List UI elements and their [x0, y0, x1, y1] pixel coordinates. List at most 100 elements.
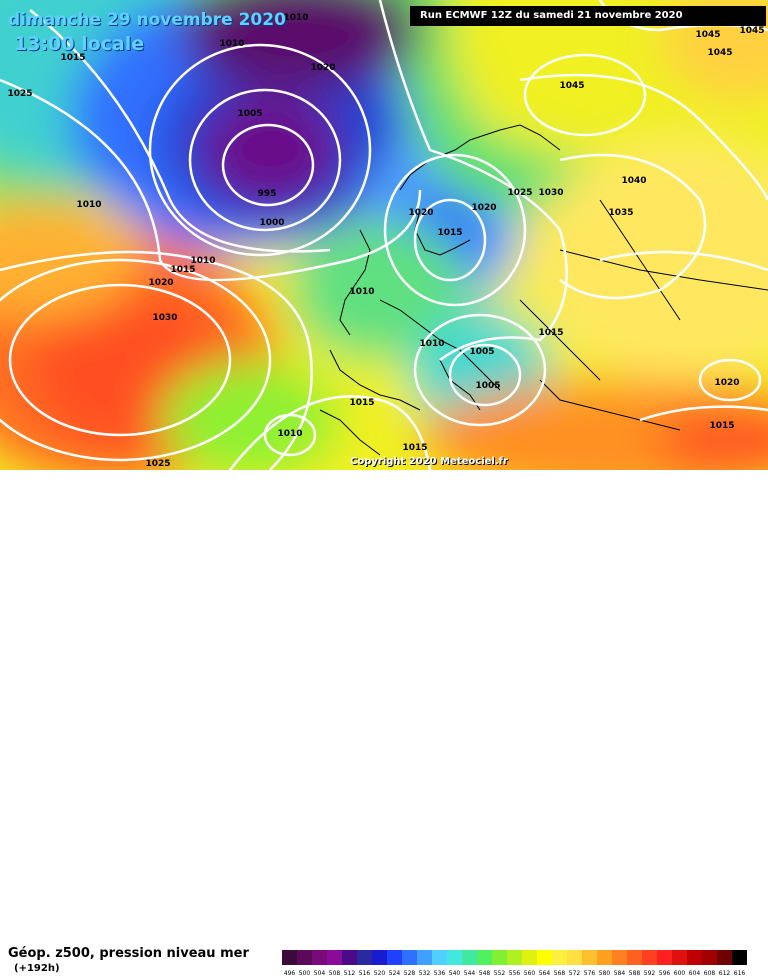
isobar-label: 1015 — [538, 328, 563, 338]
color-swatch — [462, 950, 477, 965]
isobar-labels: 1010101010151025102010059951000101010101… — [7, 13, 764, 469]
scale-tick-label: 512 — [344, 970, 356, 977]
scale-tick-label: 532 — [419, 970, 431, 977]
scale-tick-label: 600 — [674, 970, 686, 977]
color-swatch — [402, 950, 417, 965]
scale-tick-label: 560 — [524, 970, 536, 977]
legend-footer: Géop. z500, pression niveau mer (+192h) … — [0, 470, 768, 977]
scale-tick-label: 548 — [479, 970, 491, 977]
scale-tick-label: 540 — [449, 970, 461, 977]
isobar-label: 1045 — [739, 26, 764, 36]
color-swatch — [612, 950, 627, 965]
color-swatch — [282, 950, 297, 965]
scale-tick-label: 544 — [464, 970, 476, 977]
isobar-label: 1005 — [469, 347, 494, 357]
isobar-label: 1010 — [349, 287, 374, 297]
isobar-label: 1035 — [608, 208, 633, 218]
color-swatch — [432, 950, 447, 965]
isobar-label: 1020 — [408, 208, 433, 218]
color-swatch — [642, 950, 657, 965]
isobar-label: 1020 — [714, 378, 739, 388]
color-swatch — [327, 950, 342, 965]
isobar-label: 1010 — [190, 256, 215, 266]
color-swatch — [447, 950, 462, 965]
color-swatch — [597, 950, 612, 965]
color-swatch — [717, 950, 732, 965]
scale-tick-label: 504 — [314, 970, 326, 977]
color-swatch — [672, 950, 687, 965]
color-swatch — [627, 950, 642, 965]
color-swatch — [492, 950, 507, 965]
scale-tick-label: 552 — [494, 970, 506, 977]
isobar-label: 1030 — [152, 313, 177, 323]
isobar-label: 1030 — [538, 188, 563, 198]
isobar-label: 1020 — [471, 203, 496, 213]
scale-tick-label: 612 — [719, 970, 731, 977]
scale-tick-label: 556 — [509, 970, 521, 977]
isobar-label: 1015 — [60, 53, 85, 63]
isobar-label: 1040 — [621, 176, 646, 186]
isobar-label: 1045 — [707, 48, 732, 58]
scale-tick-label: 572 — [569, 970, 581, 977]
time-title: 13:00 locale — [14, 33, 145, 55]
copyright-notice: Copyright 2020 Meteociel.fr — [350, 456, 508, 467]
isobar-label: 1025 — [507, 188, 532, 198]
scale-tick-label: 580 — [599, 970, 611, 977]
isobar-label: 1010 — [283, 13, 308, 23]
scale-tick-label: 524 — [389, 970, 401, 977]
legend-subtitle: (+192h) — [14, 963, 60, 974]
isobar-label: 1000 — [259, 218, 284, 228]
scale-tick-label: 588 — [629, 970, 641, 977]
scale-tick-label: 584 — [614, 970, 626, 977]
color-swatch — [357, 950, 372, 965]
isobar-label: 1010 — [76, 200, 101, 210]
scale-tick-label: 592 — [644, 970, 656, 977]
run-banner: Run ECMWF 12Z du samedi 21 novembre 2020 — [410, 6, 766, 26]
color-scale: 496 500 504 508 512 516 520 524 528 532 536 540 544 5… — [282, 950, 747, 977]
color-swatch — [567, 950, 582, 965]
color-swatch — [522, 950, 537, 965]
scale-tick-label: 564 — [539, 970, 551, 977]
color-swatch — [477, 950, 492, 965]
map-canvas: 1010101010151025102010059951000101010101… — [0, 0, 768, 470]
isobar-label: 1010 — [219, 39, 244, 49]
isobar-label: 1005 — [237, 109, 262, 119]
scale-tick-label: 528 — [404, 970, 416, 977]
isobar-label: 1045 — [695, 30, 720, 40]
weather-map: 1010 1010 1015 1025 1020 1005 995 1000 1010 1010 1… — [0, 0, 768, 470]
isobar-label: 1015 — [349, 398, 374, 408]
color-swatch — [657, 950, 672, 965]
isobar-label: 1045 — [559, 81, 584, 91]
scale-tick-label: 608 — [704, 970, 716, 977]
color-swatch — [312, 950, 327, 965]
color-swatch — [732, 950, 747, 965]
color-swatch — [537, 950, 552, 965]
isobar-label: 1020 — [148, 278, 173, 288]
scale-tick-label: 508 — [329, 970, 341, 977]
scale-tick-label: 516 — [359, 970, 371, 977]
isobar-label: 1020 — [310, 63, 335, 73]
date-title: dimanche 29 novembre 2020 — [8, 10, 286, 30]
color-swatch — [582, 950, 597, 965]
scale-tick-label: 536 — [434, 970, 446, 977]
color-swatch — [507, 950, 522, 965]
isobar-label: 1010 — [419, 339, 444, 349]
scale-tick-label: 616 — [734, 970, 746, 977]
scale-tick-label: 568 — [554, 970, 566, 977]
isobar-label: 1015 — [402, 443, 427, 453]
color-swatch — [702, 950, 717, 965]
legend-title: Géop. z500, pression niveau mer — [8, 946, 249, 961]
isobar-label: 1025 — [145, 459, 170, 469]
scale-tick-label: 520 — [374, 970, 386, 977]
scale-tick-label: 576 — [584, 970, 596, 977]
isobar-label: 1010 — [277, 429, 302, 439]
isobars — [0, 0, 768, 470]
scale-tick-label: 496 — [284, 970, 296, 977]
isobar-label: 1015 — [437, 228, 462, 238]
scale-tick-label: 604 — [689, 970, 701, 977]
scale-tick-label: 596 — [659, 970, 671, 977]
color-swatch — [417, 950, 432, 965]
color-swatch — [297, 950, 312, 965]
color-swatch — [342, 950, 357, 965]
isobar-label: 1015 — [709, 421, 734, 431]
